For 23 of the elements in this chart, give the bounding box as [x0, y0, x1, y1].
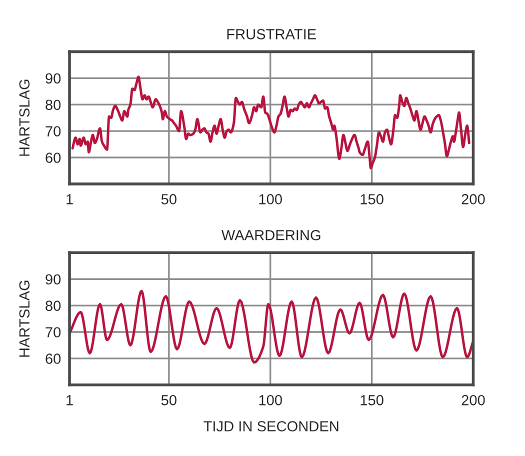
x-tick-label: 200 — [462, 194, 485, 204]
y-tick-label: 60 — [46, 354, 61, 364]
x-axis-title: TIJD IN SECONDEN — [204, 421, 338, 432]
x-tick-label: 100 — [259, 395, 282, 406]
chart-title: WAARDERING — [221, 230, 320, 240]
x-tick-label: 50 — [161, 395, 176, 406]
x-tick-label: 50 — [161, 194, 176, 204]
x-tick-label: 1 — [66, 395, 73, 406]
x-tick-label: 1 — [66, 194, 73, 204]
y-tick-label: 80 — [46, 300, 61, 311]
y-tick-label: 60 — [46, 152, 61, 163]
y-tick-label: 90 — [46, 73, 61, 84]
y-tick-label: 90 — [46, 274, 61, 285]
y-tick-label: 70 — [46, 327, 61, 338]
x-tick-label: 150 — [360, 395, 384, 406]
chart-title: FRUSTRATIE — [227, 29, 316, 40]
y-axis-title: HARTSLAG — [19, 280, 30, 357]
y-tick-label: 70 — [46, 126, 61, 136]
x-tick-label: 200 — [462, 395, 485, 406]
y-axis-title: HARTSLAG — [19, 80, 30, 156]
y-tick-label: 80 — [46, 100, 61, 110]
x-tick-label: 100 — [259, 194, 282, 204]
x-tick-label: 150 — [360, 194, 384, 204]
